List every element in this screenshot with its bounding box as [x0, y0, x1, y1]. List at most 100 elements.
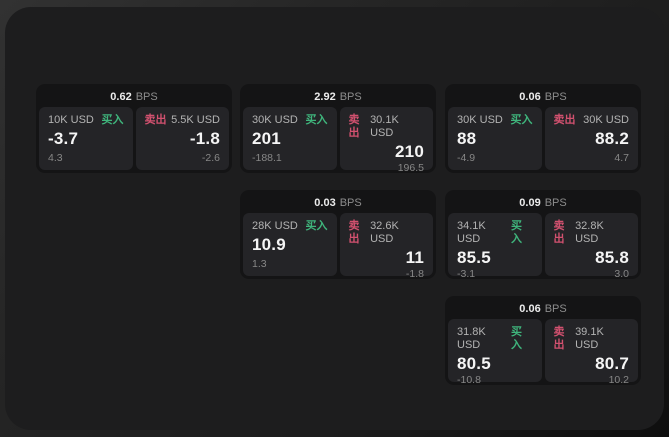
sell-tile[interactable]: 卖出 39.1K USD 80.7 10.2 — [544, 319, 638, 386]
bps-value: 0.06 — [519, 91, 541, 103]
buy-side-label: 买入 — [101, 114, 124, 126]
quote-body: 34.1K USD 买入 85.5 -3.1 卖出 32.8K USD 85.8… — [448, 213, 638, 280]
sell-side-label: 卖出 — [348, 220, 360, 245]
main-panel: 0.62 BPS 10K USD 买入 -3.7 4.3 卖出 5.5K USD… — [5, 7, 664, 430]
sell-delta: 196.5 — [397, 162, 424, 174]
buy-tile[interactable]: 31.8K USD 买入 80.5 -10.8 — [448, 319, 542, 386]
buy-amount: 30K USD — [252, 114, 298, 126]
buy-side-label: 买入 — [305, 114, 328, 126]
bps-header: 2.92 BPS — [243, 87, 433, 107]
buy-tile-top-row: 10K USD 买入 — [48, 114, 124, 127]
quote-card-2: 2.92 BPS 30K USD 买入 201 -188.1 卖出 30.1K … — [240, 84, 436, 174]
bps-header: 0.06 BPS — [448, 299, 638, 319]
bps-value: 0.09 — [519, 197, 541, 209]
bps-unit-label: BPS — [339, 197, 362, 209]
buy-delta: -4.9 — [457, 152, 476, 164]
buy-price: 88 — [457, 129, 477, 148]
sell-delta: 3.0 — [614, 268, 629, 280]
buy-delta: 4.3 — [48, 152, 63, 164]
sell-tile-top-row: 卖出 5.5K USD — [145, 114, 221, 127]
buy-delta: -188.1 — [252, 152, 282, 164]
sell-tile[interactable]: 卖出 32.8K USD 85.8 3.0 — [544, 213, 638, 280]
sell-side-label: 卖出 — [553, 326, 565, 351]
sell-amount: 30.1K USD — [370, 114, 399, 139]
buy-tile[interactable]: 34.1K USD 买入 85.5 -3.1 — [448, 213, 542, 280]
bps-header: 0.09 BPS — [448, 193, 638, 213]
sell-price: 210 — [395, 142, 424, 161]
quote-card-6: 0.06 BPS 31.8K USD 买入 80.5 -10.8 卖出 39.1… — [445, 296, 641, 386]
sell-amount: 30K USD — [583, 114, 629, 126]
bps-header: 0.06 BPS — [448, 87, 638, 107]
bps-header: 0.03 BPS — [243, 193, 433, 213]
sell-tile-top-row: 卖出 39.1K USD — [554, 326, 630, 352]
sell-tile-top-row: 卖出 30.1K USD — [349, 114, 425, 140]
bps-header: 0.62 BPS — [39, 87, 229, 107]
buy-price: 80.5 — [457, 354, 491, 373]
buy-tile[interactable]: 30K USD 买入 201 -188.1 — [243, 107, 337, 170]
sell-amount: 32.6K USD — [370, 220, 399, 245]
quote-card-1: 0.62 BPS 10K USD 买入 -3.7 4.3 卖出 5.5K USD… — [36, 84, 232, 173]
sell-tile[interactable]: 卖出 32.6K USD 11 -1.8 — [339, 213, 433, 280]
buy-delta: -3.1 — [457, 268, 476, 280]
quote-body: 28K USD 买入 10.9 1.3 卖出 32.6K USD 11 -1.8 — [243, 213, 433, 280]
bps-value: 0.62 — [110, 91, 132, 103]
buy-price: 85.5 — [457, 248, 491, 267]
sell-amount: 39.1K USD — [575, 326, 604, 351]
sell-tile-top-row: 卖出 32.6K USD — [349, 220, 425, 246]
buy-price: 201 — [252, 129, 281, 148]
buy-tile[interactable]: 30K USD 买入 88 -4.9 — [448, 107, 542, 170]
sell-side-label: 卖出 — [553, 220, 565, 245]
buy-tile-top-row: 28K USD 买入 — [252, 220, 328, 233]
buy-price: 10.9 — [252, 235, 286, 254]
sell-price: 85.8 — [595, 248, 629, 267]
bps-value: 0.06 — [519, 303, 541, 315]
quote-body: 30K USD 买入 201 -188.1 卖出 30.1K USD 210 1… — [243, 107, 433, 174]
bps-unit-label: BPS — [544, 197, 567, 209]
sell-tile-top-row: 卖出 32.8K USD — [554, 220, 630, 246]
buy-delta: 1.3 — [252, 258, 267, 270]
quote-body: 31.8K USD 买入 80.5 -10.8 卖出 39.1K USD 80.… — [448, 319, 638, 386]
buy-tile-top-row: 34.1K USD 买入 — [457, 220, 533, 246]
buy-tile[interactable]: 28K USD 买入 10.9 1.3 — [243, 213, 337, 276]
sell-price: 88.2 — [595, 129, 629, 148]
quote-body: 10K USD 买入 -3.7 4.3 卖出 5.5K USD -1.8 -2.… — [39, 107, 229, 170]
quote-card-4: 0.03 BPS 28K USD 买入 10.9 1.3 卖出 32.6K US… — [240, 190, 436, 280]
buy-side-label: 买入 — [510, 114, 533, 126]
buy-tile[interactable]: 10K USD 买入 -3.7 4.3 — [39, 107, 133, 170]
buy-amount: 34.1K USD — [457, 220, 486, 245]
buy-side-label: 买入 — [305, 220, 328, 232]
buy-amount: 28K USD — [252, 220, 298, 232]
buy-side-label: 买入 — [510, 220, 522, 245]
sell-tile[interactable]: 卖出 30K USD 88.2 4.7 — [544, 107, 638, 170]
bps-unit-label: BPS — [339, 91, 362, 103]
buy-price: -3.7 — [48, 129, 79, 148]
bps-unit-label: BPS — [544, 303, 567, 315]
buy-tile-top-row: 31.8K USD 买入 — [457, 326, 533, 352]
buy-side-label: 买入 — [510, 326, 522, 351]
sell-price: 80.7 — [595, 354, 629, 373]
buy-amount: 30K USD — [457, 114, 503, 126]
quote-card-3: 0.06 BPS 30K USD 买入 88 -4.9 卖出 30K USD 8… — [445, 84, 641, 173]
sell-side-label: 卖出 — [348, 114, 360, 139]
buy-amount: 31.8K USD — [457, 326, 486, 351]
buy-tile-top-row: 30K USD 买入 — [252, 114, 328, 127]
sell-delta: -2.6 — [201, 152, 220, 164]
sell-price: 11 — [405, 248, 424, 267]
sell-side-label: 卖出 — [553, 114, 576, 126]
quote-body: 30K USD 买入 88 -4.9 卖出 30K USD 88.2 4.7 — [448, 107, 638, 170]
bps-value: 2.92 — [314, 91, 336, 103]
quote-card-5: 0.09 BPS 34.1K USD 买入 85.5 -3.1 卖出 32.8K… — [445, 190, 641, 280]
sell-delta: 10.2 — [608, 374, 629, 386]
sell-delta: 4.7 — [614, 152, 629, 164]
sell-tile-top-row: 卖出 30K USD — [554, 114, 630, 127]
sell-price: -1.8 — [189, 129, 220, 148]
sell-tile[interactable]: 卖出 5.5K USD -1.8 -2.6 — [135, 107, 229, 170]
buy-tile-top-row: 30K USD 买入 — [457, 114, 533, 127]
bps-value: 0.03 — [314, 197, 336, 209]
sell-side-label: 卖出 — [144, 114, 167, 126]
sell-delta: -1.8 — [405, 268, 424, 280]
buy-delta: -10.8 — [457, 374, 481, 386]
buy-amount: 10K USD — [48, 114, 94, 126]
bps-unit-label: BPS — [544, 91, 567, 103]
sell-tile[interactable]: 卖出 30.1K USD 210 196.5 — [339, 107, 433, 174]
